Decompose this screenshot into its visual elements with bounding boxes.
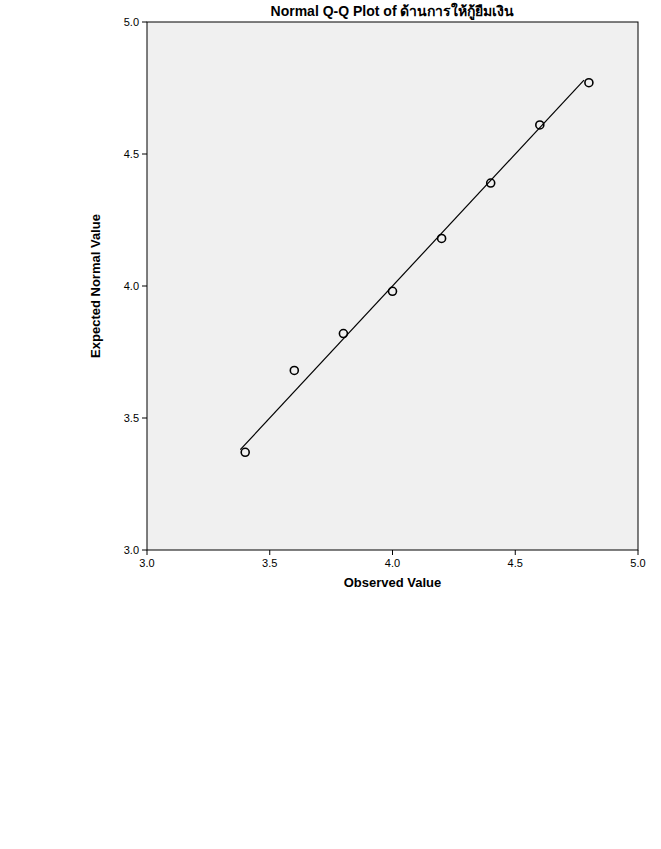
data-point: [290, 366, 298, 374]
plot-background: [147, 22, 638, 550]
y-tick: [142, 418, 147, 419]
y-tick-label: 3.0: [124, 544, 139, 556]
x-tick-label: 3.5: [262, 557, 277, 569]
x-tick-label: 5.0: [630, 557, 645, 569]
x-tick: [147, 550, 148, 555]
chart-root: Normal Q-Q Plot of ด้านการให้กู้ยืมเงิน 3…: [0, 0, 661, 849]
plot-frame: [147, 22, 638, 550]
y-tick-label: 4.5: [124, 148, 139, 160]
x-tick: [515, 550, 516, 555]
x-tick: [638, 550, 639, 555]
data-point: [585, 79, 593, 87]
x-tick-label: 4.5: [508, 557, 523, 569]
marks: [240, 79, 593, 457]
y-tick: [142, 286, 147, 287]
reference-line: [240, 80, 584, 450]
x-tick: [269, 550, 270, 555]
y-tick-label: 4.0: [124, 280, 139, 292]
data-point: [241, 448, 249, 456]
y-tick-label: 3.5: [124, 412, 139, 424]
x-tick-label: 3.0: [139, 557, 154, 569]
y-tick: [142, 22, 147, 23]
chart-title: Normal Q-Q Plot of ด้านการให้กู้ยืมเงิน: [271, 2, 515, 20]
y-tick: [142, 550, 147, 551]
x-tick: [392, 550, 393, 555]
x-axis-title: Observed Value: [344, 575, 442, 590]
y-tick: [142, 154, 147, 155]
y-axis-title: Expected Normal Value: [88, 214, 103, 358]
x-tick-label: 4.0: [385, 557, 400, 569]
y-tick-label: 5.0: [124, 16, 139, 28]
